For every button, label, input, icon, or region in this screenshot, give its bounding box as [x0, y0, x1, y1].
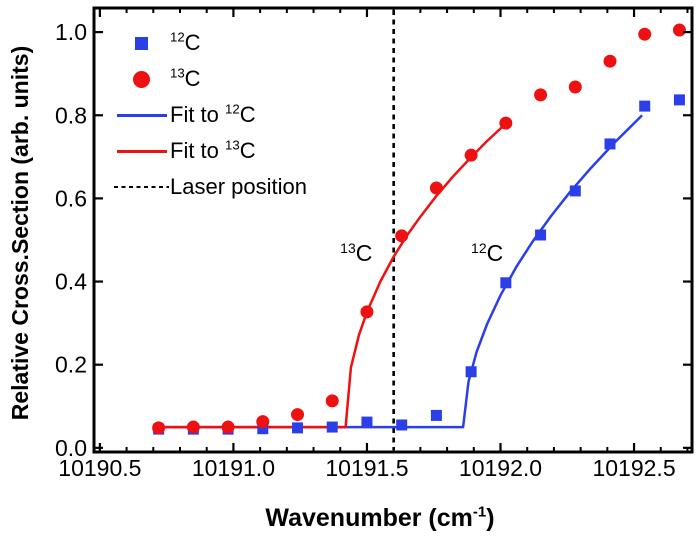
- legend-marker-cell: [113, 113, 170, 117]
- data-point-12c: [569, 185, 581, 197]
- x-axis-title-close: ): [486, 504, 495, 532]
- x-tick-label: 10191.5: [325, 455, 408, 481]
- data-point-13c: [360, 305, 374, 319]
- legend-label-13c: 13C: [170, 65, 201, 91]
- data-point-12c: [257, 423, 269, 435]
- x-tick-label: 10191.0: [192, 455, 275, 481]
- data-point-13c: [429, 181, 443, 195]
- dashed-line-icon: [114, 185, 169, 189]
- y-axis-title: Relative Cross.Section (arb. units): [7, 45, 33, 421]
- data-point-13c: [672, 23, 686, 37]
- red-line-icon: [116, 149, 167, 153]
- legend-item-fit-12c: Fit to 12C: [113, 97, 307, 133]
- x-tick-label: 10192.0: [459, 455, 542, 481]
- data-point-13c: [395, 229, 409, 243]
- data-point-13c: [464, 148, 478, 162]
- legend-label-laser-position: Laser position: [170, 174, 307, 199]
- data-point-13c: [256, 415, 270, 429]
- y-tick-label: 0.0: [55, 435, 87, 461]
- data-point-13c: [152, 421, 166, 435]
- data-point-13c: [325, 394, 339, 408]
- x-axis-title: Wavenumber (cm-1): [180, 504, 580, 533]
- legend-marker-cell: [113, 149, 170, 153]
- data-point-13c: [603, 54, 617, 68]
- legend-item-12c: 12C: [113, 25, 307, 61]
- y-tick-label: 0.8: [55, 102, 87, 128]
- data-point-12c: [639, 100, 651, 112]
- data-point-12c: [326, 421, 338, 433]
- annotation-13c: 13C: [340, 240, 372, 266]
- square-marker-icon: [135, 36, 148, 50]
- data-point-12c: [292, 422, 304, 434]
- fit-line-12c: [153, 114, 643, 429]
- legend-label-fit-13c: Fit to 13C: [170, 137, 256, 163]
- legend-item-13c: 13C: [113, 61, 307, 97]
- data-point-12c: [465, 366, 477, 378]
- legend: 12C 13C Fit to 12C Fit to 13C Laser posi…: [113, 25, 307, 205]
- data-point-12c: [604, 138, 616, 150]
- blue-line-icon: [116, 113, 167, 117]
- legend-item-fit-13c: Fit to 13C: [113, 133, 307, 169]
- data-point-13c: [291, 408, 305, 422]
- legend-marker-cell: [113, 185, 170, 189]
- x-tick-label: 10190.5: [58, 455, 141, 481]
- y-tick-label: 0.2: [55, 352, 87, 378]
- data-point-12c: [430, 409, 442, 421]
- data-point-13c: [221, 420, 235, 434]
- circle-marker-icon: [133, 70, 150, 88]
- y-tick-label: 0.6: [55, 185, 87, 211]
- x-tick-label: 10192.5: [592, 455, 675, 481]
- data-point-13c: [568, 80, 582, 94]
- data-point-12c: [673, 94, 685, 106]
- legend-item-laser-position: Laser position: [113, 169, 307, 205]
- x-axis-title-superscript: -1: [472, 503, 487, 521]
- y-tick-label: 1.0: [55, 19, 87, 45]
- data-point-13c: [186, 420, 200, 434]
- x-axis-title-text: Wavenumber (cm: [265, 504, 473, 532]
- legend-label-fit-12c: Fit to 12C: [170, 101, 256, 127]
- annotation-12c: 12C: [471, 240, 503, 266]
- data-point-12c: [500, 277, 512, 289]
- y-tick-label: 0.4: [55, 269, 87, 295]
- data-point-12c: [361, 416, 373, 428]
- data-point-13c: [638, 27, 652, 41]
- legend-marker-cell: [113, 36, 170, 50]
- legend-label-12c: 12C: [170, 29, 201, 55]
- data-point-13c: [534, 88, 548, 102]
- data-point-13c: [499, 116, 513, 130]
- data-point-12c: [535, 229, 547, 241]
- data-point-12c: [396, 419, 408, 431]
- legend-marker-cell: [113, 70, 170, 88]
